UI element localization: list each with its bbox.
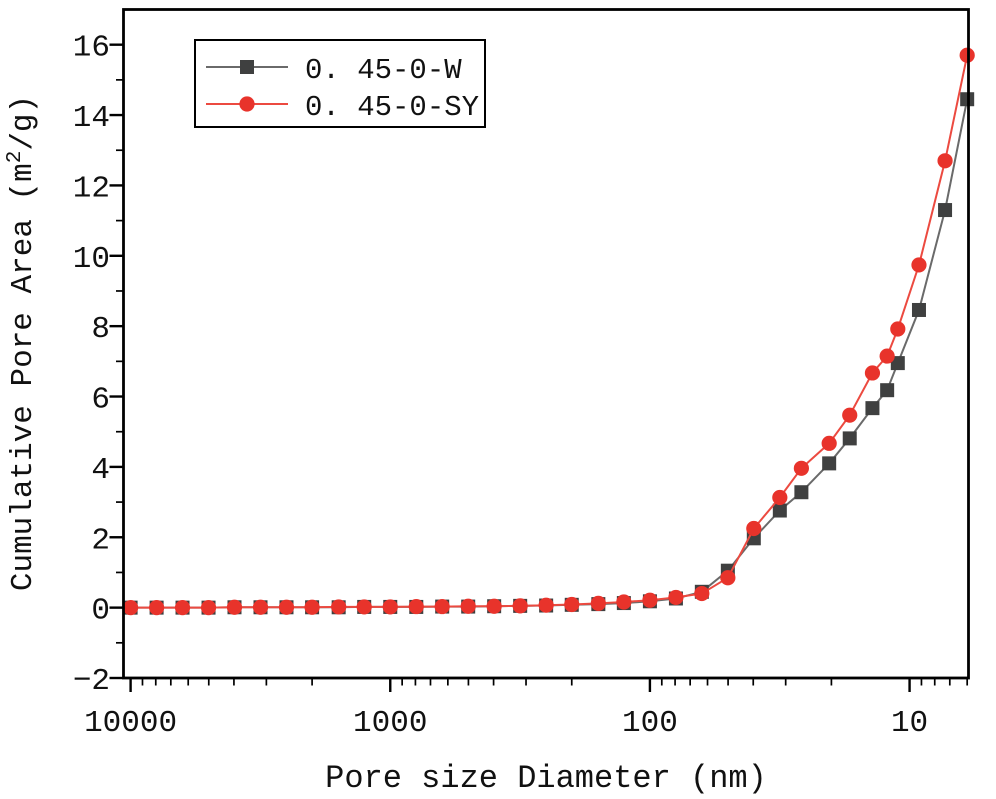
data-point-circle (538, 597, 554, 613)
data-point-square (842, 431, 857, 446)
y-axis: −2 0 2 4 6 8 10 12 14 16 Cumulative Pore Area (m2/… (4, 31, 124, 699)
legend-circle-marker (239, 96, 255, 112)
data-point-circle (890, 321, 906, 337)
y-tick-label: 14 (73, 101, 110, 136)
data-point-circle (382, 599, 398, 615)
y-tick-label: 2 (91, 523, 110, 558)
data-point-circle (252, 599, 269, 615)
data-point-circle (408, 598, 424, 615)
data-point-circle (564, 596, 580, 613)
data-point-circle (937, 153, 953, 169)
x-tick-label: 1000 (353, 706, 427, 741)
y-tick-label: −2 (73, 664, 110, 699)
x-major-ticks (129, 678, 911, 692)
y-tick-label: 10 (73, 242, 110, 277)
x-axis-title: Pore size Diameter (nm) (325, 760, 767, 797)
legend-box (194, 39, 486, 128)
data-point-circle (668, 589, 684, 606)
y-tick-label: 0 (91, 594, 110, 629)
data-point-circle (331, 599, 347, 615)
data-point-circle (879, 348, 895, 364)
plot-frame (122, 8, 970, 680)
data-point-circle (911, 257, 927, 273)
legend-item: 0. 45-0-W (206, 54, 462, 87)
y-major-ticks (109, 43, 124, 680)
data-point-square (822, 456, 837, 471)
data-point-circle (226, 599, 243, 615)
data-point-circle (590, 595, 606, 612)
y-axis-title: Cumulative Pore Area (m2/g) (4, 95, 41, 591)
y-tick-label: 12 (73, 171, 110, 206)
data-point-square (865, 401, 880, 416)
data-point-circle (174, 600, 191, 616)
y-tick-labels: −2 0 2 4 6 8 10 12 14 16 (73, 31, 110, 699)
y-tick-label: 8 (91, 312, 110, 347)
legend-square-marker (240, 60, 254, 74)
data-point-circle (356, 599, 372, 615)
data-point-square (772, 503, 787, 518)
data-point-circle (720, 570, 736, 586)
data-point-circle (642, 592, 658, 608)
x-tick-label: 100 (622, 706, 678, 741)
y-tick-label: 16 (73, 31, 110, 66)
data-point-circle (434, 598, 450, 615)
data-point-circle (278, 599, 295, 615)
y-tick-label: 4 (91, 453, 110, 488)
data-point-square (890, 356, 905, 371)
data-point-circle (149, 600, 165, 616)
x-tick-labels: 10000 1000 100 10 (84, 706, 928, 741)
data-point-circle (616, 594, 632, 610)
data-point-circle (460, 598, 476, 614)
x-tick-label: 10 (891, 706, 928, 741)
data-point-circle (123, 600, 139, 616)
data-point-circle (821, 435, 837, 451)
y-tick-label: 6 (91, 383, 110, 418)
legend: 0. 45-0-W 0. 45-0-SY (194, 39, 486, 128)
series-sy-markers (123, 47, 975, 616)
data-point-circle (304, 599, 320, 615)
data-point-circle (793, 460, 809, 476)
x-axis: 10000 1000 100 10 Pore size Diameter (nm) (84, 678, 969, 797)
legend-label: 0. 45-0-W (305, 54, 462, 87)
data-point-circle (694, 585, 710, 602)
x-tick-label: 10000 (84, 706, 177, 741)
data-point-circle (864, 365, 881, 381)
data-point-square (880, 383, 895, 398)
data-point-square (938, 203, 953, 218)
data-point-circle (486, 598, 502, 614)
data-point-square (911, 302, 926, 317)
data-point-circle (746, 520, 762, 537)
data-point-square (794, 485, 809, 500)
legend-label: 0. 45-0-SY (305, 91, 479, 124)
data-point-circle (512, 598, 528, 614)
data-point-circle (772, 489, 788, 506)
legend-item: 0. 45-0-SY (206, 91, 479, 124)
series-sy (123, 47, 975, 616)
data-point-circle (200, 600, 217, 616)
data-point-circle (842, 407, 858, 423)
